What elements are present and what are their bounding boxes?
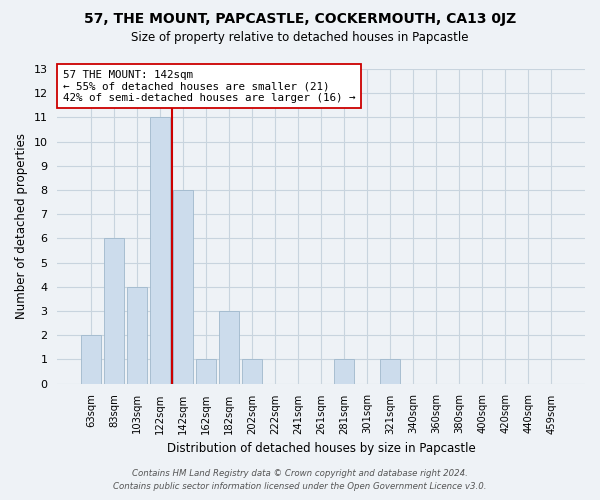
Bar xyxy=(196,360,216,384)
Bar xyxy=(380,360,400,384)
Text: 57 THE MOUNT: 142sqm
← 55% of detached houses are smaller (21)
42% of semi-detac: 57 THE MOUNT: 142sqm ← 55% of detached h… xyxy=(62,70,355,103)
Y-axis label: Number of detached properties: Number of detached properties xyxy=(15,134,28,320)
Bar xyxy=(242,360,262,384)
X-axis label: Distribution of detached houses by size in Papcastle: Distribution of detached houses by size … xyxy=(167,442,476,455)
Text: Contains HM Land Registry data © Crown copyright and database right 2024.
Contai: Contains HM Land Registry data © Crown c… xyxy=(113,470,487,491)
Bar xyxy=(104,238,124,384)
Text: 57, THE MOUNT, PAPCASTLE, COCKERMOUTH, CA13 0JZ: 57, THE MOUNT, PAPCASTLE, COCKERMOUTH, C… xyxy=(84,12,516,26)
Text: Size of property relative to detached houses in Papcastle: Size of property relative to detached ho… xyxy=(131,31,469,44)
Bar xyxy=(127,287,147,384)
Bar xyxy=(151,118,170,384)
Bar xyxy=(334,360,354,384)
Bar xyxy=(173,190,193,384)
Bar xyxy=(220,311,239,384)
Bar xyxy=(82,335,101,384)
